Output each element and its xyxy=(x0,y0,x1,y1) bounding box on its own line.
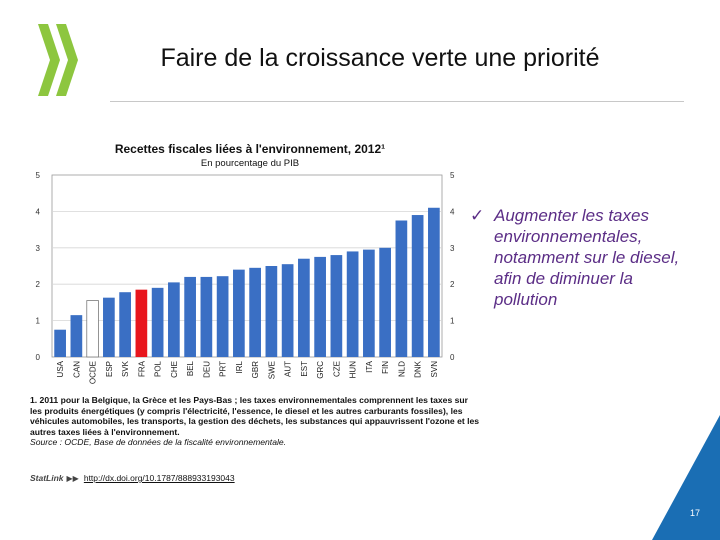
x-tick-label: USA xyxy=(56,360,65,377)
bar-ocde xyxy=(86,300,99,358)
checkmark-icon: ✓ xyxy=(470,206,485,225)
note-text: 1. 2011 pour la Belgique, la Grèce et le… xyxy=(30,395,480,437)
logo-chevron-back xyxy=(38,24,60,96)
title-divider xyxy=(110,101,684,102)
x-tick-label: DNK xyxy=(414,360,423,378)
bar-prt xyxy=(216,276,229,357)
x-tick-label: HUN xyxy=(349,361,358,379)
y-tick-left: 3 xyxy=(36,244,41,253)
x-tick-label: ESP xyxy=(105,361,114,377)
plot-frame xyxy=(51,174,443,358)
x-tick-label: SVK xyxy=(121,360,130,377)
bar-cze xyxy=(330,255,343,357)
environment-tax-bar-chart: Recettes fiscales liées à l'environnemen… xyxy=(36,142,455,384)
y-tick-left: 5 xyxy=(36,171,41,180)
statlink-line: StatLink ▶▶ http://dx.doi.org/10.1787/8889… xyxy=(30,473,235,483)
oecd-logo xyxy=(38,24,78,96)
x-tick-label: SVN xyxy=(430,361,439,378)
x-tick-label: GRC xyxy=(316,361,325,379)
y-tick-left: 0 xyxy=(36,353,41,362)
bar-fin xyxy=(379,247,391,357)
bar-esp xyxy=(103,297,115,357)
x-tick-label: POL xyxy=(154,360,163,377)
y-tick-right: 0 xyxy=(450,353,455,362)
y-tick-right: 5 xyxy=(450,171,455,180)
x-tick-label: PRT xyxy=(219,361,228,377)
x-tick-label: NLD xyxy=(397,361,406,377)
y-tick-right: 3 xyxy=(450,244,455,253)
statlink-arrow-icon: ▶▶ xyxy=(66,474,79,483)
bar-che xyxy=(168,282,180,357)
note-source: Source : OCDE, Base de données de la fis… xyxy=(30,437,287,447)
bar-est xyxy=(298,258,310,357)
bullet-text: Augmenter les taxes environnementales, n… xyxy=(494,206,680,309)
statlink-url-link[interactable]: http://dx.doi.org/10.1787/888933193043 xyxy=(83,473,235,483)
x-tick-label: AUT xyxy=(284,361,293,377)
bar-can xyxy=(70,315,83,357)
bar-bel xyxy=(184,276,196,357)
chart-title: Recettes fiscales liées à l'environnemen… xyxy=(115,142,385,156)
x-tick-label: ITA xyxy=(365,360,374,373)
y-tick-right: 2 xyxy=(450,280,455,289)
bar-gbr xyxy=(249,267,261,357)
bar-nld xyxy=(395,220,408,357)
page-number: 17 xyxy=(689,508,700,518)
x-tick-label: SWE xyxy=(267,361,276,379)
x-tick-label: EST xyxy=(300,361,309,377)
bar-hun xyxy=(346,251,359,357)
corner-decoration xyxy=(652,415,720,540)
bar-dnk xyxy=(411,215,424,357)
x-tick-label: FIN xyxy=(381,361,390,374)
bar-fra xyxy=(135,289,148,357)
y-tick-left: 2 xyxy=(36,280,41,289)
bullet-point: ✓ Augmenter les taxes environnementales,… xyxy=(470,205,700,310)
x-tick-label: CHE xyxy=(170,361,179,378)
x-tick-label: FRA xyxy=(137,360,146,377)
y-tick-left: 4 xyxy=(36,207,41,216)
x-tick-label: OCDE xyxy=(89,361,98,384)
x-tick-label: CZE xyxy=(332,361,341,377)
bar-irl xyxy=(233,269,245,357)
bar-svn xyxy=(428,207,440,357)
logo-chevron-front xyxy=(56,24,78,96)
chart-subtitle: En pourcentage du PIB xyxy=(201,158,299,169)
x-tick-label: IRL xyxy=(235,360,244,373)
x-tick-label: DEU xyxy=(202,361,211,378)
chart-note: 1. 2011 pour la Belgique, la Grèce et le… xyxy=(30,395,482,448)
bar-grc xyxy=(314,256,326,357)
bar-svk xyxy=(119,292,131,357)
y-tick-right: 1 xyxy=(450,317,455,326)
bar-swe xyxy=(265,266,278,357)
y-tick-right: 4 xyxy=(450,207,455,216)
bar-usa xyxy=(54,329,66,357)
statlink-logo: StatLink xyxy=(30,473,64,483)
x-tick-label: CAN xyxy=(72,361,81,378)
bar-deu xyxy=(200,276,213,357)
slide-title: Faire de la croissance verte une priorit… xyxy=(160,44,600,72)
bar-pol xyxy=(151,287,164,357)
y-tick-left: 1 xyxy=(36,317,41,326)
x-tick-label: GBR xyxy=(251,361,260,379)
x-tick-label: BEL xyxy=(186,360,195,376)
bar-ita xyxy=(363,249,375,357)
bar-aut xyxy=(281,264,294,357)
